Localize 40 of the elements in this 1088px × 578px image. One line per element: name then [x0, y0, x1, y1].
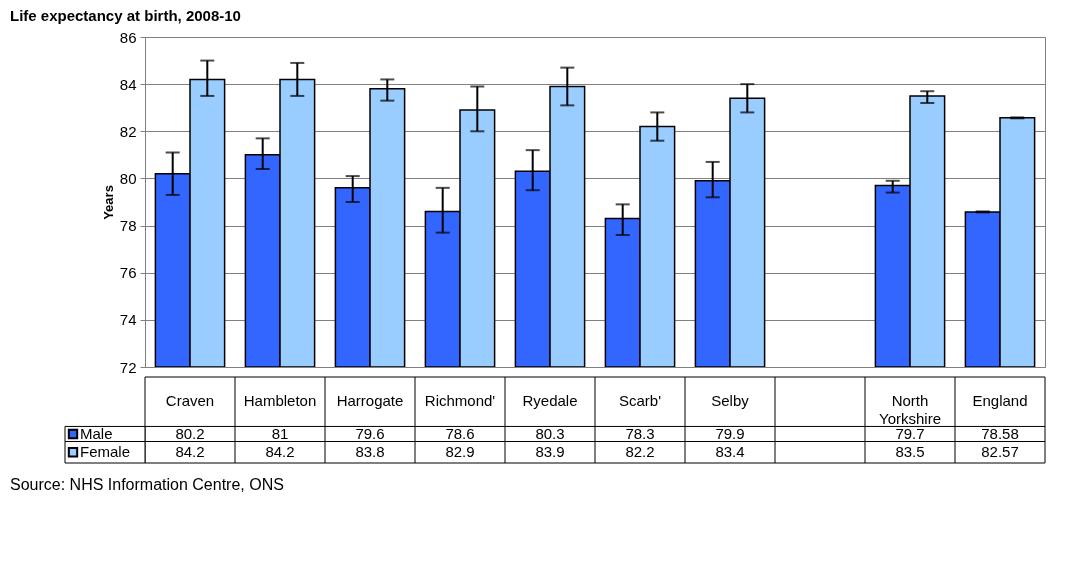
legend-label: Male — [80, 424, 113, 442]
x-tick-label: Scarb' — [618, 391, 662, 409]
data-label: 81 — [271, 424, 289, 442]
y-tick-label: 72 — [119, 358, 137, 376]
y-tick-label: 84 — [119, 75, 137, 93]
y-tick-label: 86 — [119, 28, 137, 46]
data-label: 83.8 — [355, 443, 385, 461]
data-label: 78.6 — [445, 424, 475, 442]
y-axis-title: Years — [100, 185, 116, 220]
source-note: Source: NHS Information Centre, ONS — [10, 476, 284, 493]
y-tick-label: 82 — [119, 122, 137, 140]
data-label: 82.57 — [981, 443, 1019, 461]
y-tick-label: 76 — [119, 264, 137, 282]
data-label: 82.2 — [625, 443, 655, 461]
data-label: 83.9 — [535, 443, 565, 461]
x-tick-label: Richmond' — [424, 391, 496, 409]
x-tick-label: Hambleton — [243, 391, 317, 409]
y-tick-label: 78 — [119, 217, 137, 235]
data-label: 80.2 — [175, 424, 205, 442]
data-label: 79.9 — [715, 424, 745, 442]
chart-title: Life expectancy at birth, 2008-10 — [10, 6, 241, 24]
x-tick-label: Harrogate — [336, 391, 404, 409]
legend-label: Female — [80, 443, 131, 461]
data-label: 79.6 — [355, 424, 385, 442]
x-tick-label: England — [972, 391, 1028, 409]
x-tick-label: Selby — [711, 391, 750, 409]
x-tick-label: Craven — [165, 391, 215, 409]
data-label: 83.5 — [895, 443, 925, 461]
x-tick-label: Ryedale — [522, 391, 578, 409]
y-tick-label: 74 — [119, 311, 137, 329]
data-label: 80.3 — [535, 424, 565, 442]
y-tick-label: 80 — [119, 169, 137, 187]
data-label: 84.2 — [175, 443, 205, 461]
data-label: 82.9 — [445, 443, 475, 461]
data-label: 79.7 — [895, 424, 925, 442]
data-label: 83.4 — [715, 443, 745, 461]
data-label: 78.58 — [981, 424, 1019, 442]
data-label: 84.2 — [265, 443, 295, 461]
data-label: 78.3 — [625, 424, 655, 442]
x-tick-label: North Yorkshire — [879, 391, 941, 427]
